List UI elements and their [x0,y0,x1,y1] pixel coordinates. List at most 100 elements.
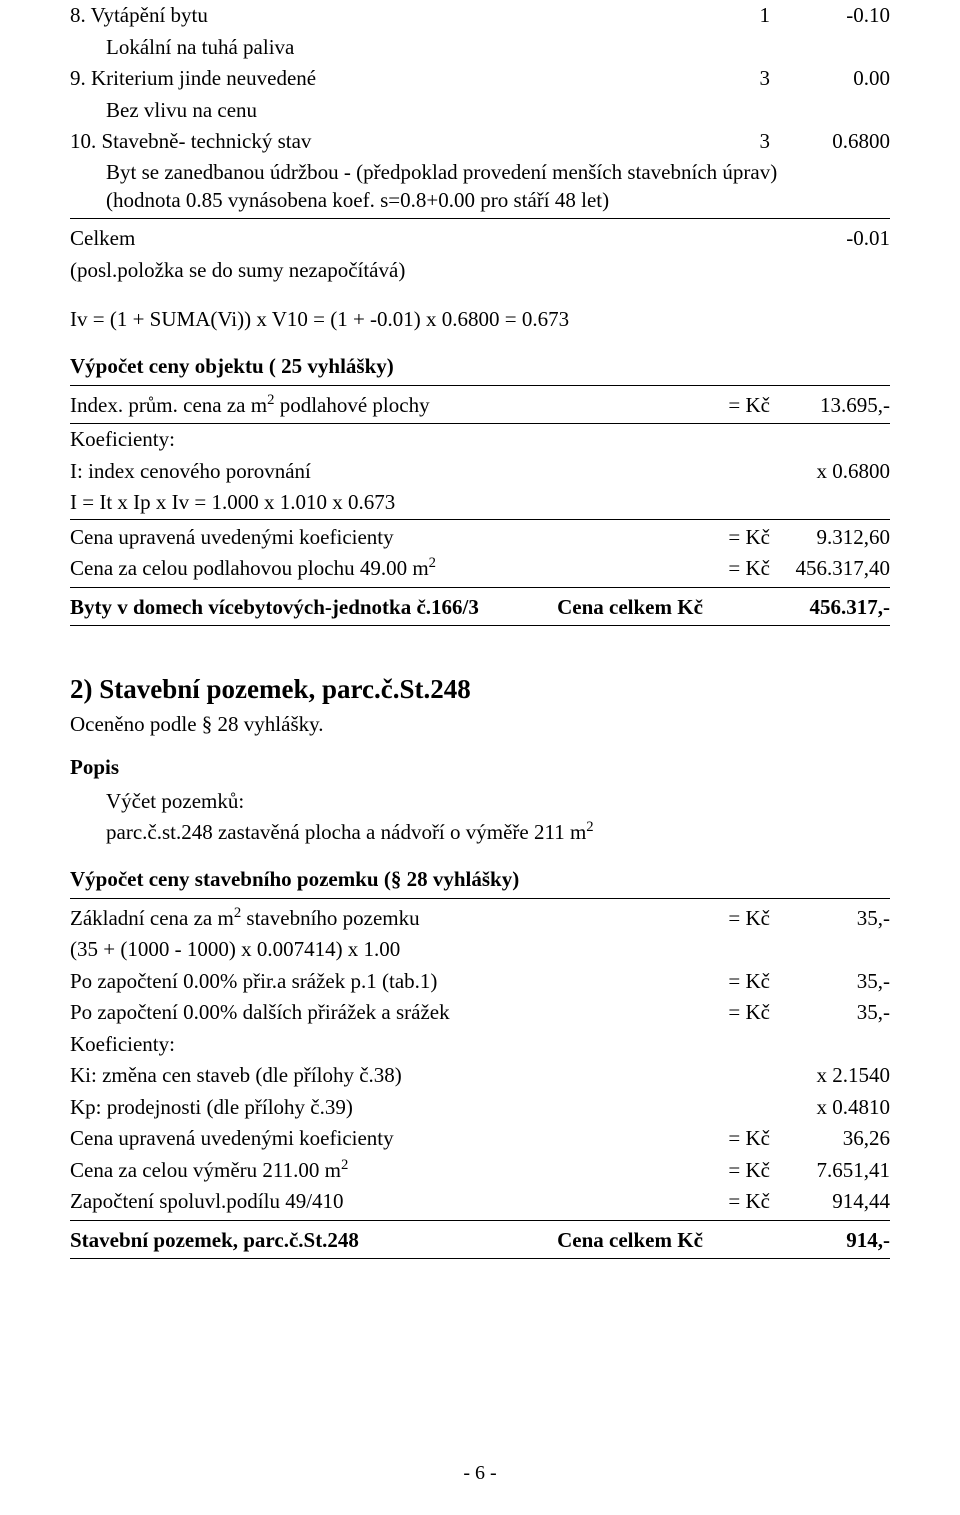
item-10-sub2: (hodnota 0.85 vynásobena koef. s=0.8+0.0… [70,186,890,214]
ccv-label-a: Cena za celou výměru 211.00 m [70,1158,341,1182]
zap-label: Započtení spoluvl.podílu 49/410 [70,1186,650,1218]
item-9-sub: Bez vlivu na cenu [70,95,650,127]
koef-label: Koeficienty: [70,424,890,456]
byty-total-row: Byty v domech vícebytových-jednotka č.16… [70,588,890,627]
i-index-row: I: index cenového porovnání x 0.6800 [70,456,890,488]
poz2-label: Po započtení 0.00% dalších přirážek a sr… [70,997,650,1029]
ccv-val: 7.651,41 [770,1155,890,1187]
zap-eq: = Kč [650,1186,770,1218]
item-9-subrow: Bez vlivu na cenu [70,95,890,127]
parc-text: parc.č.st.248 zastavěná plocha a nádvoří… [70,817,890,849]
celkem-label: Celkem [70,223,650,255]
zap-row: Započtení spoluvl.podílu 49/410 = Kč 914… [70,1186,890,1221]
item-8-col-num: 1 [650,0,770,32]
item-10-col-num: 3 [650,126,770,158]
vypocet25-title: Výpočet ceny objektu ( 25 vyhlášky) [70,354,890,379]
item-10-num: 10. [70,129,96,153]
divider-1 [70,218,890,219]
sup-2-5: 2 [341,1157,348,1173]
zap-val: 914,44 [770,1186,890,1218]
item-8-label: 8. Vytápění bytu [70,0,650,32]
divider-3 [70,898,890,899]
kp-val: x 0.4810 [770,1092,890,1124]
ki-row: Ki: změna cen staveb (dle přílohy č.38) … [70,1060,890,1092]
index-prum-label-b: podlahové plochy [274,393,429,417]
i-formula-row: I = It x Ip x Iv = 1.000 x 1.010 x 0.673 [70,487,890,519]
cena-plochu-eq: = Kč [650,553,770,585]
cena-uprav-label: Cena upravená uvedenými koeficienty [70,522,650,554]
parc-row: parc.č.st.248 zastavěná plocha a nádvoří… [70,817,890,849]
koef2-label: Koeficienty: [70,1029,890,1061]
item-10-title: Stavebně- technický stav [102,129,312,153]
item-10-sub1: Byt se zanedbanou údržbou - (předpoklad … [70,158,890,186]
oceneno-text: Oceněno podle § 28 vyhlášky. [70,709,890,741]
cuk-row: Cena upravená uvedenými koeficienty = Kč… [70,1123,890,1155]
sup-2-3: 2 [586,819,593,835]
celkem-note: (posl.položka se do sumy nezapočítává) [70,255,890,287]
item-8-col-val: -0.10 [770,0,890,32]
poz2-row: Po započtení 0.00% dalších přirážek a sr… [70,997,890,1029]
item-8-subrow: Lokální na tuhá paliva [70,32,890,64]
item-9-col-val: 0.00 [770,63,890,95]
zakl-formula-row: (35 + (1000 - 1000) x 0.007414) x 1.00 [70,934,890,966]
popis-title: Popis [70,755,890,780]
sp-mid: Cena celkem Kč [520,1225,740,1257]
ccv-eq: = Kč [650,1155,770,1187]
zakl-val: 35,- [770,903,890,935]
item-10-row: 10. Stavebně- technický stav 3 0.6800 [70,126,890,158]
poz1-val: 35,- [770,966,890,998]
byty-mid: Cena celkem Kč [520,592,740,624]
item-9-label: 9. Kriterium jinde neuvedené [70,63,650,95]
sp-total-row: Stavební pozemek, parc.č.St.248 Cena cel… [70,1221,890,1260]
i-index-label: I: index cenového porovnání [70,456,650,488]
parc-text-a: parc.č.st.248 zastavěná plocha a nádvoří… [106,820,586,844]
item-8-title: Vytápění bytu [91,3,208,27]
sp-label: Stavební pozemek, parc.č.St.248 [70,1225,520,1257]
poz1-label: Po započtení 0.00% přir.a srážek p.1 (ta… [70,966,650,998]
kp-label: Kp: prodejnosti (dle přílohy č.39) [70,1092,650,1124]
item-8-row: 8. Vytápění bytu 1 -0.10 [70,0,890,32]
sp-val: 914,- [740,1225,890,1257]
celkem-row: Celkem -0.01 [70,223,890,255]
ki-val: x 2.1540 [770,1060,890,1092]
item-10-sub1-row: Byt se zanedbanou údržbou - (předpoklad … [70,158,890,186]
iv-formula-row: Iv = (1 + SUMA(Vi)) x V10 = (1 + -0.01) … [70,304,890,336]
zakl-eq: = Kč [650,903,770,935]
ki-label: Ki: změna cen staveb (dle přílohy č.38) [70,1060,650,1092]
ccv-label: Cena za celou výměru 211.00 m2 [70,1155,650,1187]
poz2-eq: = Kč [650,997,770,1029]
cena-plochu-label: Cena za celou podlahovou plochu 49.00 m2 [70,553,650,585]
index-prum-row: Index. prům. cena za m2 podlahové plochy… [70,390,890,425]
i-index-val: x 0.6800 [770,456,890,488]
item-10-col-val: 0.6800 [770,126,890,158]
zakl-row: Základní cena za m2 stavebního pozemku =… [70,903,890,935]
item-8-num: 8. [70,3,86,27]
poz1-eq: = Kč [650,966,770,998]
vypocet28-title: Výpočet ceny stavebního pozemku (§ 28 vy… [70,867,890,892]
iv-formula: Iv = (1 + SUMA(Vi)) x V10 = (1 + -0.01) … [70,304,890,336]
koef2-row: Koeficienty: [70,1029,890,1061]
cuk-val: 36,26 [770,1123,890,1155]
cuk-eq: = Kč [650,1123,770,1155]
section-2-title: 2) Stavební pozemek, parc.č.St.248 [70,674,890,705]
kp-row: Kp: prodejnosti (dle přílohy č.39) x 0.4… [70,1092,890,1124]
byty-val: 456.317,- [740,592,890,624]
cena-plochu-row: Cena za celou podlahovou plochu 49.00 m2… [70,553,890,588]
oceneno-row: Oceněno podle § 28 vyhlášky. [70,709,890,741]
cuk-label: Cena upravená uvedenými koeficienty [70,1123,650,1155]
cena-uprav-val: 9.312,60 [770,522,890,554]
cena-uprav-row: Cena upravená uvedenými koeficienty = Kč… [70,519,890,554]
item-9-col-num: 3 [650,63,770,95]
item-8-sub: Lokální na tuhá paliva [70,32,650,64]
cena-uprav-eq: = Kč [650,522,770,554]
index-prum-label-a: Index. prům. cena za m [70,393,267,417]
cena-plochu-val: 456.317,40 [770,553,890,585]
koef-row: Koeficienty: [70,424,890,456]
byty-label: Byty v domech vícebytových-jednotka č.16… [70,592,520,624]
sup-2-2: 2 [429,555,436,571]
zakl-label-a: Základní cena za m [70,906,234,930]
cena-plochu-label-a: Cena za celou podlahovou plochu 49.00 m [70,556,429,580]
index-prum-val: 13.695,- [770,390,890,422]
item-9-title: Kriterium jinde neuvedené [91,66,316,90]
celkem-value: -0.01 [770,223,890,255]
